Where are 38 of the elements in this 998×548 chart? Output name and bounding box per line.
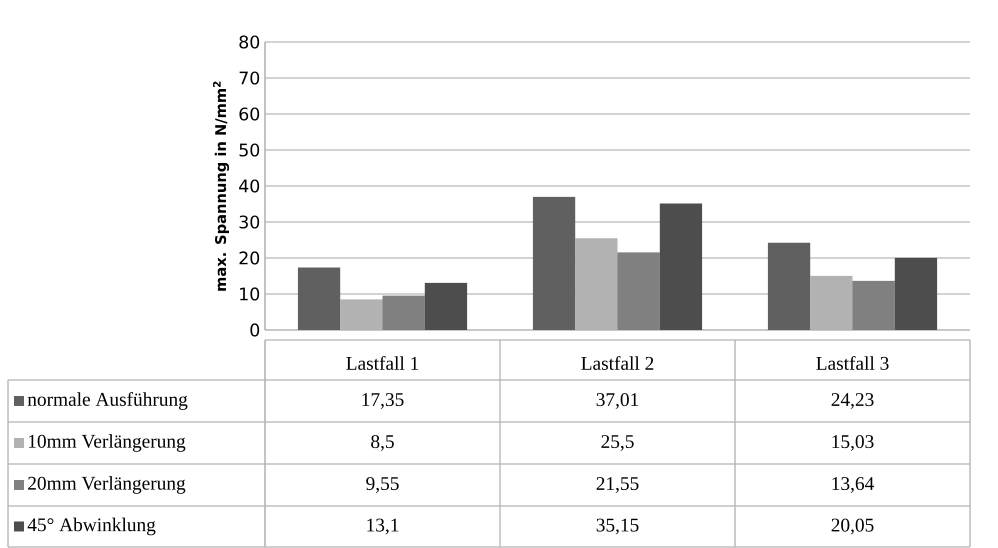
data-label: 21,55: [596, 477, 638, 493]
x-tick-label: Lastfall 1: [346, 356, 418, 370]
data-label: 15,03: [832, 435, 874, 451]
bar: [424, 282, 468, 330]
data-label: 17,35: [362, 393, 404, 409]
y-tick-label: 60: [239, 107, 260, 121]
y-tick-label: 80: [239, 35, 260, 49]
bar: [660, 203, 702, 330]
bar: [382, 296, 425, 330]
bar: [298, 268, 340, 330]
y-tick-label: 20: [240, 251, 260, 265]
y-tick-label: 30: [240, 215, 260, 229]
bar: [852, 280, 895, 330]
data-label: 37,01: [596, 393, 638, 409]
y-tick-label: 0: [250, 323, 260, 337]
bar: [618, 252, 660, 330]
y-tick-label: 70: [240, 71, 260, 85]
bar: [532, 196, 576, 330]
data-label: 24,23: [832, 393, 874, 409]
y-tick-label: 50: [240, 143, 260, 157]
data-label: 13,64: [832, 477, 874, 493]
data-label: 20,05: [832, 518, 874, 534]
x-tick-label: Lastfall 3: [816, 356, 889, 370]
legend-label: 10mm Verlängerung: [28, 434, 186, 452]
bar: [894, 258, 938, 330]
data-label: 9,55: [366, 477, 399, 493]
y-axis-title: max. Spannung in N/mm$^{2}$: [213, 82, 230, 291]
data-label: 13,1: [367, 518, 398, 534]
data-label: 35,15: [596, 518, 638, 534]
legend-label: normale Ausführung: [28, 392, 188, 410]
bar: [768, 242, 810, 330]
y-tick-label: 10: [240, 287, 260, 301]
y-tick-label: 40: [239, 179, 260, 193]
legend-label: 45° Abwinklung: [28, 518, 156, 536]
data-label: 8,5: [371, 435, 394, 451]
x-tick-label: Lastfall 2: [581, 356, 654, 370]
legend-label: 20mm Verlängerung: [28, 476, 186, 494]
data-label: 25,5: [601, 435, 634, 451]
